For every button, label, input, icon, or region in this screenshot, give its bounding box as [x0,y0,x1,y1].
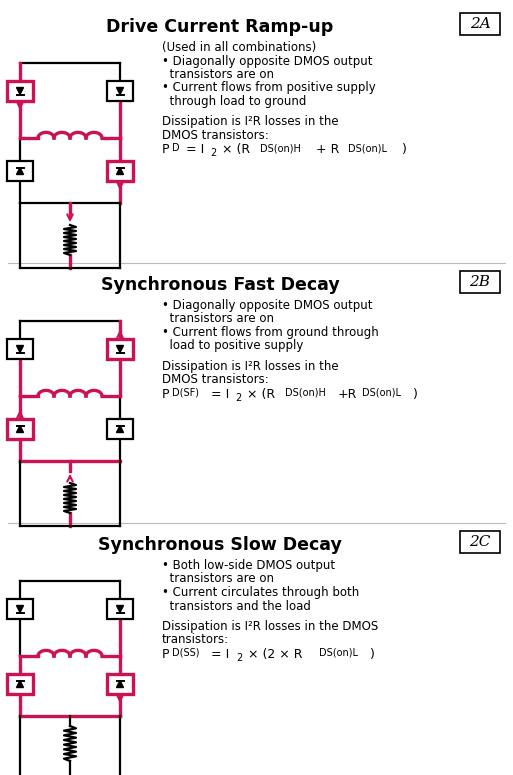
Text: × (2 × R: × (2 × R [244,648,303,661]
Text: = I: = I [207,388,229,401]
Text: load to positive supply: load to positive supply [162,339,303,353]
Bar [460,13,500,35]
Polygon shape [16,680,24,687]
Text: 2: 2 [210,148,216,158]
Text: • Current flows from positive supply: • Current flows from positive supply [162,81,376,95]
Text: through load to ground: through load to ground [162,95,306,108]
Text: 2C: 2C [469,535,491,549]
Text: P: P [162,388,169,401]
Text: • Diagonally opposite DMOS output: • Diagonally opposite DMOS output [162,54,372,67]
Bar [460,271,500,293]
Text: • Diagonally opposite DMOS output: • Diagonally opposite DMOS output [162,299,372,312]
Text: transistors are on: transistors are on [162,573,274,585]
Bar [107,419,133,439]
Text: = I: = I [182,143,204,157]
Text: 2B: 2B [469,275,490,289]
Text: D: D [172,143,180,153]
Text: • Both low-side DMOS output: • Both low-side DMOS output [162,559,335,572]
Text: transistors are on: transistors are on [162,68,274,81]
Polygon shape [16,605,24,612]
Bar [7,339,33,359]
Text: DS(on)L: DS(on)L [320,648,359,658]
Text: 2A: 2A [469,17,490,31]
Polygon shape [116,605,124,612]
Bar [460,531,500,553]
Text: 2: 2 [236,653,242,663]
Bar [107,674,133,694]
Text: P: P [162,143,169,157]
Bar [7,161,33,181]
Bar [7,674,33,694]
Text: 2: 2 [235,393,242,403]
Text: Dissipation is I²R losses in the: Dissipation is I²R losses in the [162,115,339,128]
Text: +R: +R [338,388,357,401]
Polygon shape [16,167,24,174]
Text: Synchronous Slow Decay: Synchronous Slow Decay [98,536,342,554]
Text: D(SS): D(SS) [172,648,199,658]
Text: Dissipation is I²R losses in the: Dissipation is I²R losses in the [162,360,339,373]
Text: D(SF): D(SF) [172,388,199,398]
Text: × (R: × (R [243,388,275,401]
Bar [7,599,33,619]
Text: transistors and the load: transistors and the load [162,600,311,612]
Text: = I: = I [207,648,229,661]
Bar [107,161,133,181]
Text: (Used in all combinations): (Used in all combinations) [162,41,316,54]
Polygon shape [16,346,24,353]
Polygon shape [116,680,124,687]
Text: ): ) [398,143,407,157]
Text: ): ) [413,388,418,401]
Text: DMOS transistors:: DMOS transistors: [162,129,269,142]
Text: Synchronous Fast Decay: Synchronous Fast Decay [101,276,340,294]
Text: DS(on)L: DS(on)L [348,143,387,153]
Text: + R: + R [312,143,340,157]
Bar [107,81,133,101]
Text: DS(on)H: DS(on)H [285,388,326,398]
Text: DMOS transistors:: DMOS transistors: [162,374,269,386]
Text: DS(on)H: DS(on)H [260,143,301,153]
Bar [107,339,133,359]
Text: transistors are on: transistors are on [162,312,274,326]
Text: P: P [162,648,169,661]
Bar [7,81,33,101]
Bar [7,419,33,439]
Bar [107,599,133,619]
Text: DS(on)L: DS(on)L [363,388,402,398]
Text: • Current circulates through both: • Current circulates through both [162,586,359,599]
Text: Drive Current Ramp-up: Drive Current Ramp-up [106,18,333,36]
Polygon shape [116,88,124,95]
Text: transistors:: transistors: [162,633,229,646]
Text: × (R: × (R [219,143,250,157]
Text: • Current flows from ground through: • Current flows from ground through [162,326,379,339]
Text: Dissipation is I²R losses in the DMOS: Dissipation is I²R losses in the DMOS [162,620,378,632]
Polygon shape [16,425,24,432]
Polygon shape [116,167,124,174]
Polygon shape [16,88,24,95]
Polygon shape [116,346,124,353]
Text: ): ) [370,648,374,661]
Polygon shape [116,425,124,432]
